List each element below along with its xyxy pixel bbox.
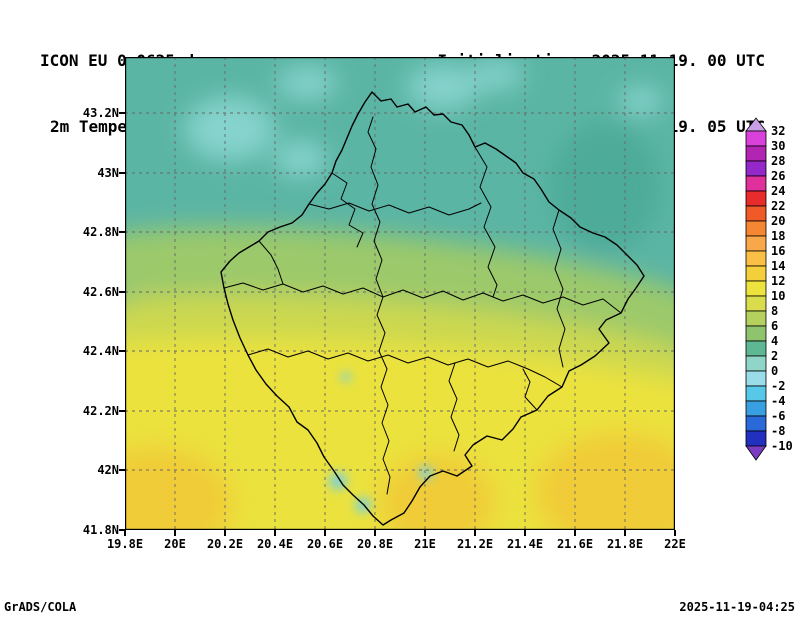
legend-segment <box>745 310 767 327</box>
legend-arrow-down <box>745 445 767 461</box>
temperature-field-map <box>125 57 675 530</box>
legend-segment <box>745 340 767 357</box>
colorbar-legend <box>745 117 767 461</box>
lon-label: 20.8E <box>345 530 405 551</box>
cool-patch <box>407 65 479 109</box>
valley-cold-spot <box>329 472 347 490</box>
lat-label: 42.8N <box>67 225 125 239</box>
legend-value: 18 <box>771 229 786 243</box>
legend-segment <box>745 415 767 432</box>
legend-value: 10 <box>771 289 786 303</box>
map-frame <box>125 57 675 530</box>
district-borders <box>223 116 622 495</box>
legend-segment <box>745 175 767 192</box>
legend-segment <box>745 235 767 252</box>
legend-segment <box>745 205 767 222</box>
cool-patch <box>275 141 327 177</box>
cool-patch <box>471 61 523 89</box>
legend-arrow-up <box>745 117 767 132</box>
lon-label: 20.6E <box>295 530 355 551</box>
lon-label: 20E <box>145 530 205 551</box>
legend-segment <box>745 430 767 447</box>
legend-value: 24 <box>771 184 786 198</box>
lon-label: 20.4E <box>245 530 305 551</box>
cool-patch <box>277 67 337 99</box>
legend-segment <box>745 370 767 387</box>
warm-patch-golden <box>535 432 675 530</box>
legend-segment <box>745 190 767 207</box>
temperature-shading <box>125 57 675 530</box>
legend-segment <box>745 265 767 282</box>
legend-segment <box>745 385 767 402</box>
legend-value: 22 <box>771 199 786 213</box>
latlon-grid <box>125 57 675 530</box>
legend-value: -2 <box>771 379 786 393</box>
lon-label: 19.8E <box>95 530 155 551</box>
cool-patch <box>185 97 275 161</box>
cool-patch <box>619 87 663 115</box>
lat-label: 42.2N <box>67 404 125 418</box>
legend-value: 2 <box>771 349 779 363</box>
legend-value: 26 <box>771 169 786 183</box>
lat-label: 42.6N <box>67 285 125 299</box>
legend-value: 4 <box>771 334 779 348</box>
legend-value: -8 <box>771 424 786 438</box>
legend-segment <box>745 280 767 297</box>
warm-patch-golden <box>379 454 495 530</box>
legend-segment <box>745 325 767 342</box>
lat-label: 43.2N <box>67 106 125 120</box>
legend-value: 6 <box>771 319 779 333</box>
lon-label: 21.8E <box>595 530 655 551</box>
legend-value: -6 <box>771 409 786 423</box>
outer-border <box>220 91 645 526</box>
legend-segment <box>745 145 767 162</box>
map-area <box>125 57 675 530</box>
legend-segment <box>745 220 767 237</box>
legend-value: 0 <box>771 364 779 378</box>
valley-cold-spot <box>419 466 433 480</box>
legend-segment <box>745 295 767 312</box>
legend-segment <box>745 130 767 147</box>
legend-value: 30 <box>771 139 786 153</box>
lon-label: 21.4E <box>495 530 555 551</box>
creation-timestamp: 2025-11-19-04:25 <box>679 600 795 614</box>
lon-label: 21E <box>395 530 455 551</box>
legend-value: 8 <box>771 304 779 318</box>
legend-value: 20 <box>771 214 786 228</box>
legend-value: 16 <box>771 244 786 258</box>
cool-patch <box>550 122 660 252</box>
legend-value: 14 <box>771 259 786 273</box>
country-borders <box>220 91 645 526</box>
valley-cold-spot <box>341 372 351 382</box>
lat-label: 41.8N <box>67 523 125 537</box>
legend-value: 28 <box>771 154 786 168</box>
lat-label: 42N <box>67 463 125 477</box>
legend-segment <box>745 355 767 372</box>
lon-label: 20.2E <box>195 530 255 551</box>
lon-label: 21.6E <box>545 530 605 551</box>
legend-value: 32 <box>771 124 786 138</box>
legend-segment <box>745 160 767 177</box>
legend-segment <box>745 250 767 267</box>
lat-label: 43N <box>67 166 125 180</box>
lon-label: 22E <box>645 530 705 551</box>
warm-patch-golden <box>125 447 233 530</box>
lat-label: 42.4N <box>67 344 125 358</box>
lon-label: 21.2E <box>445 530 505 551</box>
legend-value: -4 <box>771 394 786 408</box>
legend-value: 12 <box>771 274 786 288</box>
legend-segment <box>745 400 767 417</box>
legend-value: -10 <box>771 439 793 453</box>
grads-credit: GrADS/COLA <box>4 600 77 614</box>
